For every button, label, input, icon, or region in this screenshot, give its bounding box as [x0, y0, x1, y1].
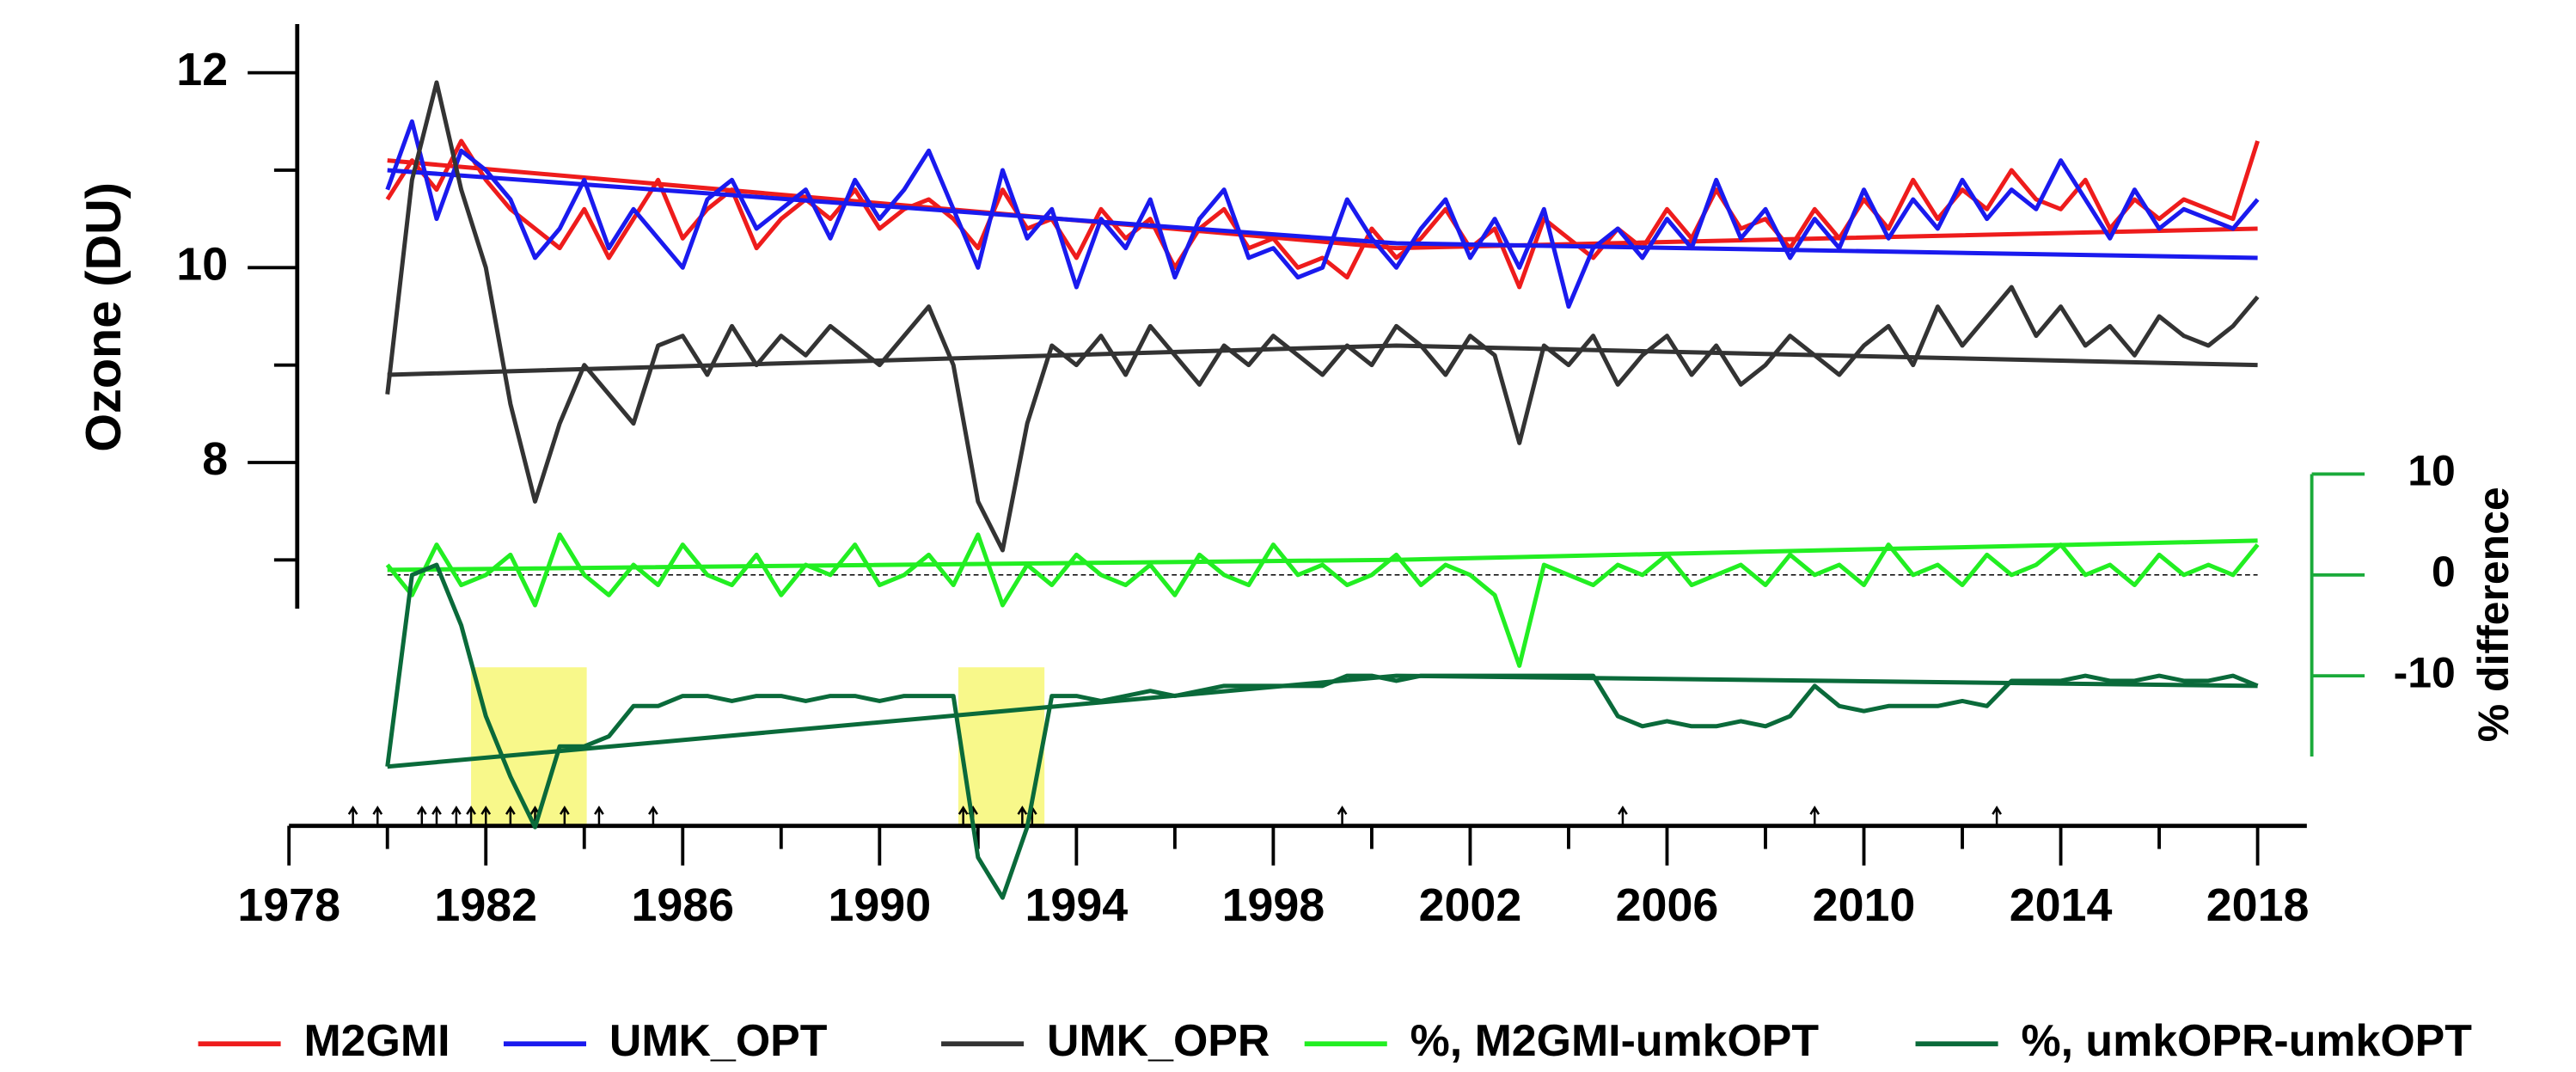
series-line: [385, 562, 2259, 900]
highlight-period: [958, 667, 1045, 826]
event-arrow: [372, 806, 383, 826]
x-tick-label: 1982: [434, 879, 537, 931]
event-arrow: [559, 806, 570, 826]
event-arrow: [958, 806, 969, 826]
x-tick-label: 1986: [631, 879, 734, 931]
event-arrow: [1017, 806, 1028, 826]
y-axis-title: Ozone (DU): [76, 182, 132, 452]
event-arrow: [594, 806, 604, 826]
event-arrow: [416, 806, 427, 826]
event-arrow: [451, 806, 462, 826]
event-arrow: [1337, 806, 1348, 826]
y2-tick-label: -10: [2394, 648, 2456, 696]
y-tick-label: 8: [202, 433, 228, 485]
legend-label: M2GMI: [303, 1015, 450, 1065]
event-arrow: [480, 806, 492, 826]
x-tick-label: 1978: [237, 879, 340, 931]
x-tick-label: 2002: [1419, 879, 1522, 931]
trend-line: [387, 673, 2258, 769]
legend-label: UMK_OPR: [1047, 1015, 1270, 1065]
x-tick-label: 1994: [1025, 879, 1129, 931]
trend-line: [387, 538, 2258, 573]
x-tick-label: 2018: [2206, 879, 2310, 931]
x-tick-label: 2014: [2010, 879, 2113, 931]
event-arrow: [1809, 806, 1820, 826]
legend-label: UMK_OPT: [609, 1015, 828, 1065]
trend-line: [387, 168, 2258, 260]
event-arrow: [505, 806, 516, 826]
series-line: [385, 532, 2260, 668]
x-tick-label: 2006: [1616, 879, 1719, 931]
trend-line: [387, 343, 2258, 377]
series-line: [385, 80, 2260, 553]
event-arrow: [1618, 806, 1628, 826]
x-tick-label: 1998: [1222, 879, 1325, 931]
trend-line: [387, 158, 2258, 251]
x-tick-label: 2010: [1813, 879, 1916, 931]
event-arrow: [648, 806, 658, 826]
event-arrow: [1992, 806, 2002, 826]
series-line: [385, 119, 2260, 309]
legend-label: %, umkOPR-umkOPT: [2021, 1015, 2472, 1065]
event-arrow: [466, 806, 476, 826]
y-tick-label: 12: [176, 44, 228, 95]
y2-tick-label: 0: [2432, 548, 2456, 596]
event-arrow: [431, 806, 442, 826]
y2-axis-title: % difference: [2469, 487, 2518, 742]
legend-label: %, M2GMI-umkOPT: [1410, 1015, 1820, 1065]
y2-tick-label: 10: [2408, 447, 2456, 495]
event-arrow: [347, 806, 358, 826]
x-tick-label: 1990: [828, 879, 931, 931]
y-tick-label: 10: [176, 239, 228, 291]
